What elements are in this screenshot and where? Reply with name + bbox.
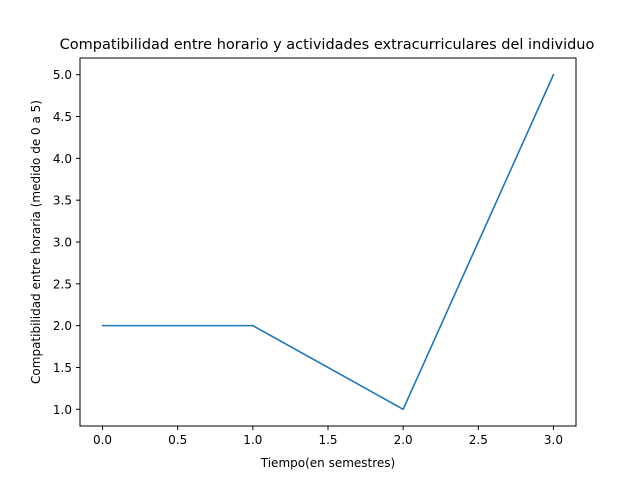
y-tick-label: 4.5: [53, 110, 72, 124]
series-line-0: [101, 73, 555, 411]
axes-frame: [79, 57, 577, 427]
x-tick-label: 2.5: [469, 433, 488, 447]
y-tick-label: 5.0: [53, 68, 72, 82]
x-tick-label: 0.5: [168, 433, 187, 447]
x-tick-label: 0.0: [93, 433, 112, 447]
y-tick-label: 1.5: [53, 361, 72, 375]
x-axis-label: Tiempo(en semestres): [260, 456, 395, 470]
y-tick-label: 1.0: [53, 403, 72, 417]
chart-title: Compatibilidad entre horario y actividad…: [60, 37, 595, 53]
x-tick-label: 1.5: [318, 433, 337, 447]
y-tick-label: 4.0: [53, 152, 72, 166]
x-axis-ticks: 0.0 0.5 1.0 1.5 2.0 2.5 3.0: [93, 426, 563, 447]
y-tick-label: 3.0: [53, 236, 72, 250]
y-axis-ticks: 1.0 1.5 2.0 2.5 3.0 3.5 4.0 4.5 5.0: [53, 68, 80, 417]
y-axis-label: Compatibilidad entre horaria (medido de …: [29, 100, 43, 384]
x-tick-label: 3.0: [544, 433, 563, 447]
y-tick-label: 3.5: [53, 194, 72, 208]
x-tick-label: 1.0: [243, 433, 262, 447]
y-tick-label: 2.5: [53, 277, 72, 291]
x-tick-label: 2.0: [394, 433, 413, 447]
y-tick-label: 2.0: [53, 319, 72, 333]
plot-lines: [101, 73, 555, 411]
